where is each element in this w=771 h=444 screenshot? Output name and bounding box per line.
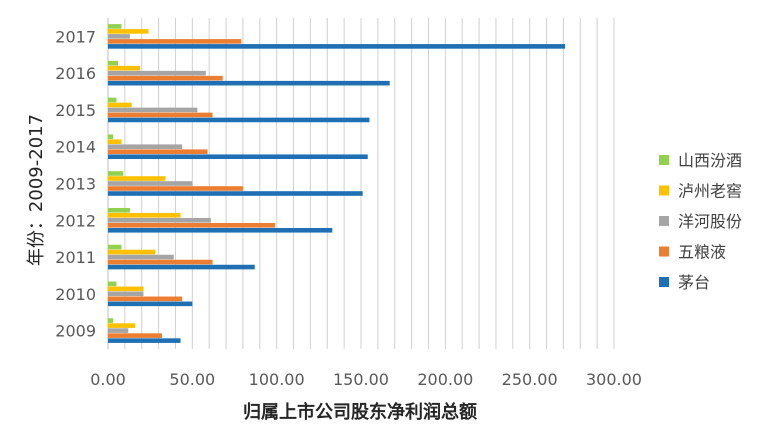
y-tick-label: 2017 — [55, 27, 96, 46]
bar-2017-五粮液 — [108, 39, 242, 44]
bar-2012-山西汾酒 — [108, 207, 130, 213]
x-tick-label: 0.00 — [90, 370, 126, 389]
y-tick-label: 2012 — [55, 211, 96, 230]
x-tick-label: 50.00 — [169, 370, 215, 389]
y-tick-labels: 2009 2010 2011 2012 2013 2014 2015 2016 2017 — [55, 27, 96, 340]
legend-swatch — [659, 216, 669, 226]
bar-2016-茅台 — [108, 80, 390, 86]
x-tick-label: 200.00 — [417, 370, 473, 389]
legend-label: 泸州老窖 — [678, 182, 742, 201]
bar-2015-五粮液 — [108, 112, 213, 118]
x-axis-title: 归属上市公司股东净利润总额 — [243, 401, 477, 423]
bar-2009-洋河股份 — [108, 328, 129, 333]
bar-2010-洋河股份 — [108, 291, 144, 297]
y-axis-title: 年份：2009-2017 — [26, 114, 47, 266]
x-tick-labels: 0.00 50.00 100.00 150.00 200.00 250.00 300.00 — [90, 370, 642, 389]
bar-2011-洋河股份 — [108, 254, 174, 260]
bar-2012-洋河股份 — [108, 217, 211, 223]
bar-2011-茅台 — [108, 264, 255, 270]
y-tick-label: 2014 — [55, 138, 96, 157]
y-tick-label: 2009 — [55, 322, 96, 341]
bar-2015-山西汾酒 — [108, 97, 117, 103]
bar-2016-山西汾酒 — [108, 60, 119, 66]
bar-2012-泸州老窖 — [108, 212, 181, 218]
bar-2014-泸州老窖 — [108, 139, 122, 145]
legend-label: 山西汾酒 — [678, 151, 742, 170]
bar-2012-五粮液 — [108, 222, 275, 228]
bar-2017-洋河股份 — [108, 34, 130, 39]
bar-2009-五粮液 — [108, 333, 162, 338]
bar-2010-山西汾酒 — [108, 281, 117, 287]
bar-2010-茅台 — [108, 301, 193, 307]
bar-2011-泸州老窖 — [108, 249, 156, 255]
bar-2017-山西汾酒 — [108, 24, 122, 29]
bar-2013-茅台 — [108, 191, 363, 196]
bar-2015-泸州老窖 — [108, 102, 132, 108]
bar-2014-茅台 — [108, 154, 368, 160]
bar-2015-茅台 — [108, 117, 370, 123]
y-tick-label: 2015 — [55, 101, 96, 120]
bar-2010-泸州老窖 — [108, 286, 144, 292]
bar-2014-五粮液 — [108, 149, 208, 155]
y-tick-label: 2013 — [55, 175, 96, 194]
legend-swatch — [659, 246, 669, 257]
x-tick-label: 250.00 — [502, 370, 558, 389]
y-tick-label: 2016 — [55, 64, 96, 83]
bar-2016-泸州老窖 — [108, 65, 141, 71]
y-tick-label: 2011 — [55, 248, 96, 267]
bar-2009-茅台 — [108, 338, 181, 343]
bar-2013-五粮液 — [108, 186, 243, 191]
bar-2011-山西汾酒 — [108, 244, 122, 250]
bar-2013-洋河股份 — [108, 181, 193, 186]
bar-2017-茅台 — [108, 44, 566, 49]
legend-label: 洋河股份 — [678, 212, 742, 231]
x-tick-label: 150.00 — [333, 370, 389, 389]
bar-2016-洋河股份 — [108, 70, 206, 76]
bar-2009-山西汾酒 — [108, 318, 114, 323]
legend-swatch — [659, 277, 669, 287]
x-tick-label: 100.00 — [249, 370, 305, 389]
bar-2009-泸州老窖 — [108, 323, 135, 328]
bar-2011-五粮液 — [108, 259, 213, 265]
bar-2013-泸州老窖 — [108, 176, 166, 181]
bar-2014-洋河股份 — [108, 144, 183, 150]
bar-2012-茅台 — [108, 227, 333, 233]
bar-2017-泸州老窖 — [108, 29, 149, 34]
x-tick-label: 300.00 — [586, 370, 642, 389]
bar-2010-五粮液 — [108, 296, 183, 302]
legend-swatch — [659, 185, 669, 196]
legend-swatch — [659, 155, 669, 165]
bar-2015-洋河股份 — [108, 107, 198, 113]
legend-label: 五粮液 — [678, 243, 726, 262]
legend-label: 茅台 — [678, 273, 710, 292]
bar-2016-五粮液 — [108, 75, 223, 81]
y-tick-label: 2010 — [55, 285, 96, 304]
bars — [108, 24, 566, 343]
bar-2014-山西汾酒 — [108, 134, 114, 140]
bar-2013-山西汾酒 — [108, 171, 124, 176]
